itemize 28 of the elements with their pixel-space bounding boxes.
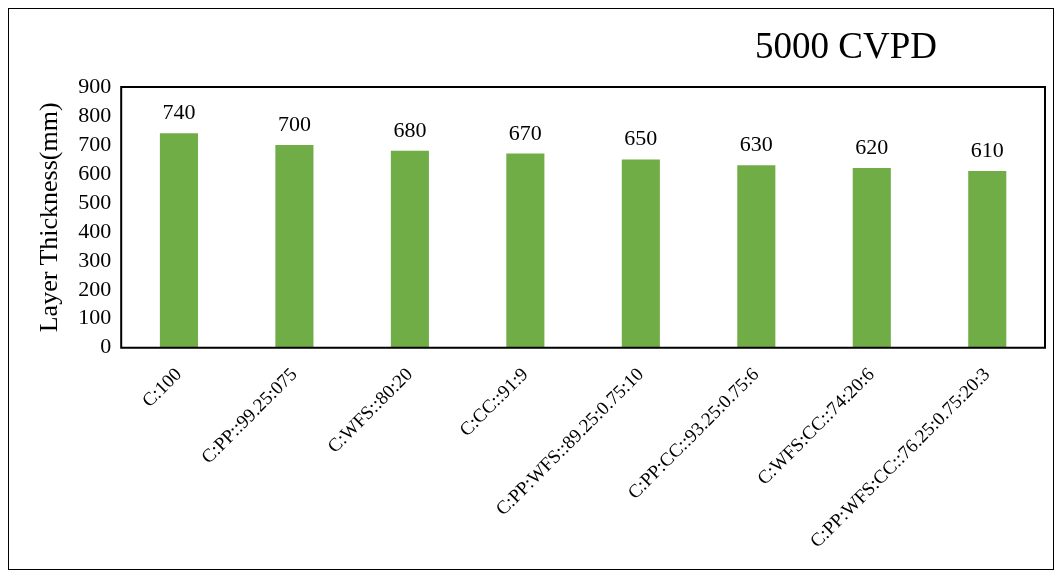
data-label: 610	[970, 136, 1004, 162]
bar	[737, 165, 776, 348]
bar	[621, 159, 660, 348]
data-label: 680	[393, 116, 427, 142]
bar	[968, 170, 1007, 348]
y-tick-label: 400	[78, 217, 112, 243]
data-label: 740	[162, 99, 196, 125]
data-label: 670	[508, 119, 542, 145]
y-tick-label: 800	[78, 101, 112, 127]
data-label: 700	[277, 110, 311, 136]
bar	[852, 168, 891, 348]
y-tick-label: 700	[78, 130, 112, 156]
y-tick-label: 900	[78, 72, 112, 98]
bar	[275, 144, 314, 348]
data-label: 630	[739, 131, 773, 157]
bar	[506, 153, 545, 348]
y-tick-label: 500	[78, 188, 112, 214]
y-tick-label: 200	[78, 275, 112, 301]
data-label: 650	[624, 125, 658, 151]
bar	[390, 150, 429, 348]
y-tick-label: 100	[78, 304, 112, 330]
chart-title: 5000 CVPD	[755, 25, 937, 66]
y-axis-title: Layer Thickness(mm)	[34, 102, 64, 333]
y-tick-label: 0	[100, 333, 112, 359]
bar	[159, 133, 198, 348]
y-tick-label: 600	[78, 159, 112, 185]
data-label: 620	[855, 134, 889, 160]
y-tick-label: 300	[78, 246, 112, 272]
